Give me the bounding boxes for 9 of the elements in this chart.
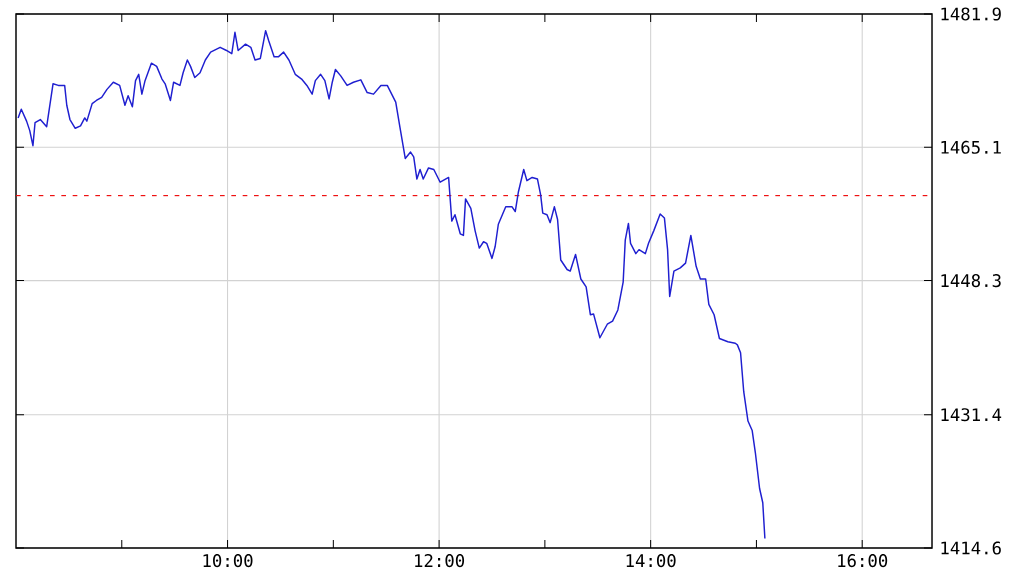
x-tick-label: 14:00 [626, 554, 676, 568]
x-tick-label: 10:00 [203, 554, 253, 568]
y-tick-label: 1448.3 [941, 274, 1001, 288]
y-tick-label: 1481.9 [941, 7, 1001, 21]
x-tick-label: 12:00 [415, 554, 465, 568]
x-tick-label: 16:00 [838, 554, 888, 568]
y-tick-label: 1465.1 [941, 140, 1001, 154]
y-tick-label: 1431.4 [941, 408, 1002, 422]
y-tick-label: 1414.6 [941, 541, 1001, 555]
